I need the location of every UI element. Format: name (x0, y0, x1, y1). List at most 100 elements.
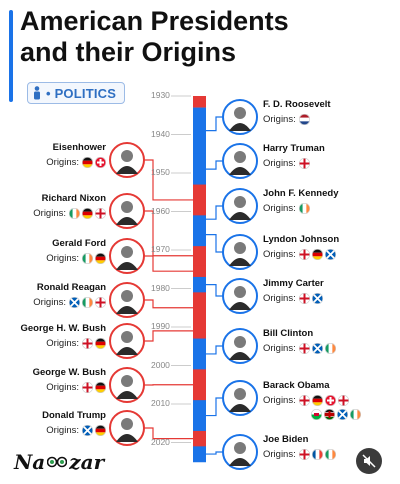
portrait-head (234, 286, 246, 298)
origins-row: Origins: (263, 158, 310, 169)
president-name: Donald Trump (42, 410, 106, 421)
brand-logo: Na zar (14, 450, 104, 474)
origins-row-extra (311, 409, 361, 420)
portrait-head (234, 107, 246, 119)
category-badge[interactable]: • POLITICS (27, 82, 126, 104)
president-name: George H. W. Bush (20, 323, 106, 334)
term-segment (193, 276, 206, 293)
term-segment (193, 223, 206, 247)
origins-label: Origins: (33, 208, 66, 219)
flag-ie-icon (350, 409, 361, 420)
connector-line (144, 159, 193, 201)
connector-line (144, 427, 193, 440)
origins-row: Origins: (263, 343, 336, 354)
origins-row: Origins: (46, 382, 106, 393)
connector-line (144, 210, 193, 257)
portrait-head (234, 242, 246, 254)
origins-label: Origins: (46, 425, 79, 436)
decade-label: 2020 (151, 436, 170, 447)
term-segment (193, 265, 206, 278)
term-segment (193, 184, 206, 216)
origins-label: Origins: (46, 157, 79, 168)
term-segment (193, 215, 206, 224)
connector-line (144, 330, 193, 342)
flag-de-icon (311, 395, 323, 406)
origins-label: Origins: (263, 343, 296, 354)
connector-line (206, 234, 223, 253)
flag-ie-icon (324, 343, 336, 354)
portrait-head (234, 151, 246, 163)
term-segment (193, 96, 206, 108)
origins-label: Origins: (263, 395, 296, 406)
binoculars-icon (47, 456, 68, 468)
decade-label: 1940 (151, 128, 170, 139)
term-segment (193, 107, 206, 155)
portrait-head (234, 388, 246, 400)
flag-en-icon (298, 395, 310, 406)
flag-wa-icon (311, 409, 322, 420)
mute-icon (362, 454, 376, 468)
portrait-body (229, 352, 251, 360)
flag-en-icon (298, 293, 310, 304)
portrait-body (229, 458, 251, 466)
origins-label: Origins: (263, 114, 296, 125)
origins-row: Origins: (263, 449, 336, 460)
decade-label: 1970 (151, 244, 170, 254)
portrait-head (234, 336, 246, 348)
flag-ch-icon (95, 157, 106, 168)
president-name: Jimmy Carter (263, 278, 324, 289)
origins-label: Origins: (46, 338, 79, 349)
flag-de-icon (95, 382, 106, 393)
connector-line (206, 205, 223, 220)
president-name: Joe Biden (263, 434, 309, 445)
flag-ke-icon (324, 409, 335, 420)
portrait-head (121, 150, 133, 162)
president-name: Eisenhower (52, 142, 106, 153)
flag-fr-icon (311, 449, 323, 460)
decade-label: 2000 (151, 359, 170, 370)
connector-line (206, 160, 223, 170)
connector-line (206, 345, 223, 355)
flag-de-icon (95, 425, 106, 436)
flag-en-icon (337, 395, 349, 406)
flag-de-icon (95, 253, 106, 264)
flag-ie-icon (298, 203, 310, 214)
term-segment (193, 323, 206, 340)
origins-label: Origins: (263, 203, 296, 214)
portrait-body (229, 123, 251, 131)
flag-ie-icon (324, 449, 336, 460)
president-name: Barack Obama (263, 380, 330, 391)
term-segment (193, 446, 206, 463)
decade-label: 1950 (151, 167, 170, 177)
category-label: • POLITICS (46, 85, 117, 101)
portrait-body (229, 258, 251, 266)
term-segment (193, 246, 206, 266)
mute-button[interactable] (356, 448, 382, 474)
flag-en-icon (298, 449, 310, 460)
origins-label: Origins: (46, 253, 79, 264)
portrait-body (229, 404, 251, 412)
title-line-2: and their Origins (20, 37, 237, 67)
term-segment (193, 338, 206, 370)
connector-line (206, 284, 223, 297)
term-segment (193, 369, 206, 401)
portrait-body (229, 302, 251, 310)
president-name: F. D. Roosevelt (263, 99, 331, 110)
flag-en-icon (95, 297, 106, 308)
portrait-head (234, 442, 246, 454)
portrait-head (121, 375, 133, 387)
origins-label: Origins: (46, 382, 79, 393)
portrait-body (229, 212, 251, 220)
decade-label: 1980 (151, 282, 170, 293)
portrait-body (116, 262, 138, 270)
flag-de-icon (82, 208, 93, 219)
portrait-body (229, 167, 251, 175)
flag-en-icon (298, 158, 310, 169)
origins-row: Origins: (46, 425, 106, 436)
portrait-head (234, 196, 246, 208)
page-title: American Presidents and their Origins (20, 6, 289, 68)
flag-sc-icon (311, 343, 323, 354)
portrait-body (116, 217, 138, 225)
flag-sc-icon (324, 249, 336, 260)
